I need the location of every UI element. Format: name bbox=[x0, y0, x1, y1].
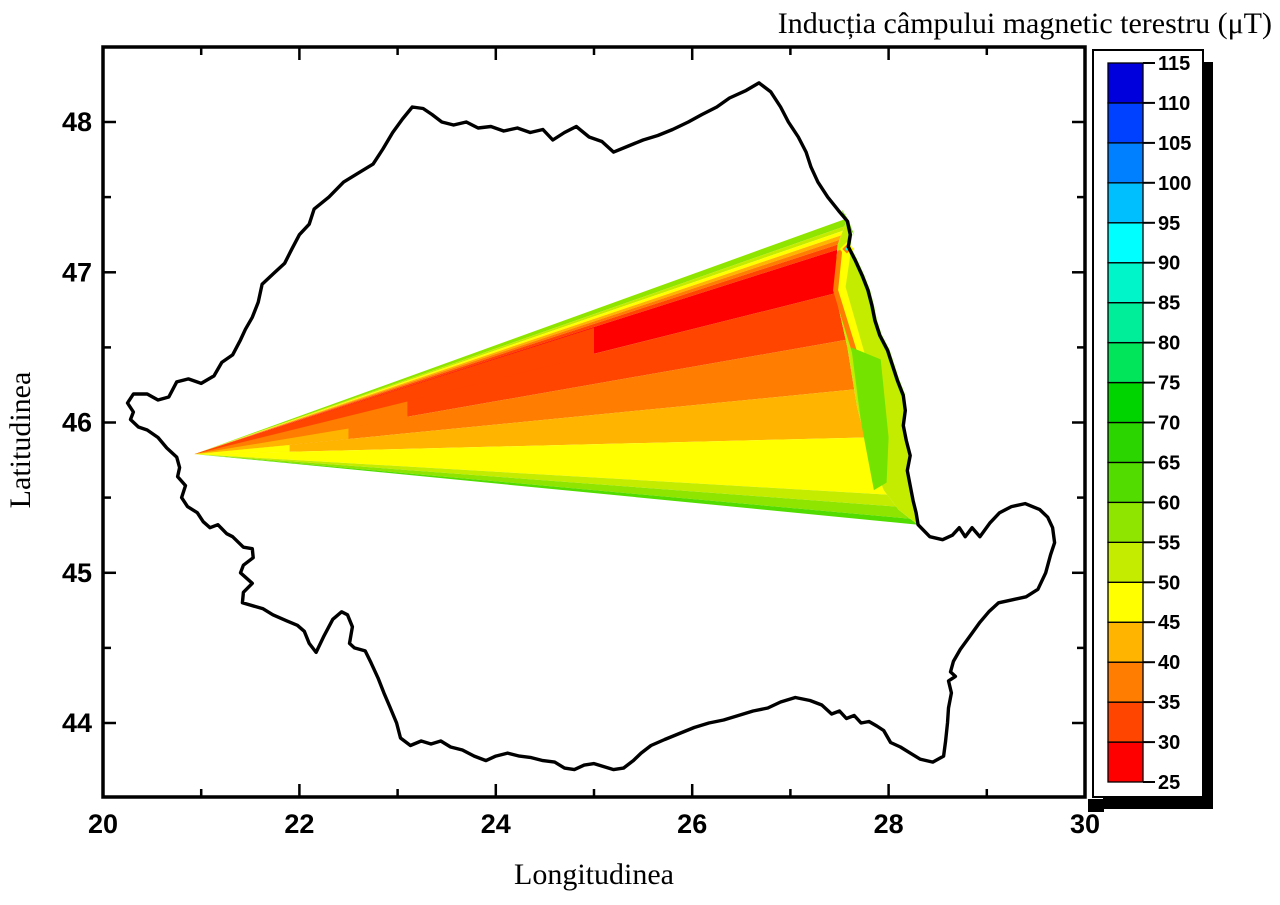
colorbar-tick-label: 90 bbox=[1158, 253, 1180, 275]
colorbar-segment-80-85 bbox=[1107, 302, 1144, 344]
contour-band-35-40 bbox=[194, 239, 840, 455]
contour-band-40-45 bbox=[194, 235, 842, 455]
x-tick-label: 22 bbox=[284, 809, 314, 839]
colorbar-segment-60-65 bbox=[1107, 461, 1144, 504]
contour-band-tip-1 bbox=[194, 401, 408, 455]
axes-layer: 20 22 24 26 28 30 44 45 46 47 48 bbox=[62, 45, 1100, 839]
contour-green-wedge bbox=[851, 347, 889, 491]
x-axis-title: Longitudinea bbox=[514, 858, 674, 891]
colorbar-segment-110-115 bbox=[1107, 62, 1144, 104]
contour-band-tip-0 bbox=[194, 327, 595, 455]
colorbar-tick-label: 55 bbox=[1158, 532, 1180, 554]
colorbar-segment-75-80 bbox=[1107, 341, 1144, 384]
contour-band-40-45 bbox=[194, 389, 866, 455]
colorbar-tick-label: 80 bbox=[1158, 333, 1180, 355]
contour-band-tip-2 bbox=[194, 428, 349, 455]
colorbar-tick-label: 75 bbox=[1158, 373, 1180, 395]
x-tick-label: 30 bbox=[1070, 809, 1100, 839]
colorbar-segment-85-90 bbox=[1107, 262, 1144, 304]
contour-band-60-65 bbox=[194, 454, 919, 525]
colorbar-tick-label: 105 bbox=[1158, 133, 1191, 155]
contour-band-45-50 bbox=[194, 437, 888, 495]
colorbar-tick-label: 50 bbox=[1158, 572, 1180, 594]
colorbar-segment-65-70 bbox=[1107, 421, 1144, 464]
colorbar-segment-40-45 bbox=[1107, 621, 1144, 663]
colorbar-segment-50-55 bbox=[1107, 541, 1144, 583]
contour-band-30-35 bbox=[194, 293, 846, 455]
colorbar-tick-label: 25 bbox=[1158, 772, 1180, 794]
contour-band-55-60 bbox=[194, 218, 848, 455]
contour-layer bbox=[194, 209, 919, 525]
x-tick-label: 26 bbox=[677, 809, 707, 839]
x-tick-label: 20 bbox=[88, 809, 118, 839]
y-tick-label: 47 bbox=[62, 257, 92, 287]
contour-band-55-60 bbox=[194, 454, 911, 519]
colorbar-segment-45-50 bbox=[1107, 581, 1144, 623]
colorbar-segment-30-35 bbox=[1107, 701, 1144, 743]
y-axis-title: Latitudinea bbox=[4, 372, 37, 509]
colorbar-tick-label: 65 bbox=[1158, 452, 1180, 474]
romania-border-outline bbox=[125, 81, 1057, 772]
contour-band-50-55 bbox=[194, 226, 845, 455]
y-tick-label: 48 bbox=[62, 107, 92, 137]
colorbar: 25 30 35 40 45 50 55 60 65 70 75 80 85 90 95 100 105 110 1… bbox=[1088, 49, 1213, 812]
colorbar-segment-100-105 bbox=[1107, 142, 1144, 184]
colorbar-tick-label: 30 bbox=[1158, 732, 1180, 754]
map-border-layer bbox=[125, 81, 1057, 772]
colorbar-tick-label: 45 bbox=[1158, 612, 1180, 634]
colorbar-segment-95-100 bbox=[1107, 182, 1144, 224]
colorbar-tick-label: 100 bbox=[1158, 173, 1191, 195]
colorbar-segment-35-40 bbox=[1107, 661, 1144, 703]
contour-band-45-50 bbox=[194, 230, 843, 455]
x-tick-label: 28 bbox=[874, 809, 904, 839]
colorbar-segment-25-30 bbox=[1107, 741, 1144, 783]
colorbar-segment-90-95 bbox=[1107, 222, 1144, 264]
colorbar-segment-105-110 bbox=[1107, 102, 1144, 144]
y-tick-label: 45 bbox=[62, 558, 92, 588]
colorbar-tick-label: 70 bbox=[1158, 413, 1180, 435]
contour-band-tip-3 bbox=[194, 445, 290, 455]
colorbar-tick-label: 95 bbox=[1158, 213, 1180, 235]
x-tick-label: 24 bbox=[481, 809, 511, 839]
colorbar-tick-label: 40 bbox=[1158, 652, 1180, 674]
colorbar-tick-label: 110 bbox=[1158, 93, 1190, 115]
contour-band-25-30 bbox=[194, 249, 838, 455]
chart-title: Inducția câmpului magnetic terestru (μT) bbox=[778, 7, 1272, 40]
y-tick-label: 46 bbox=[62, 408, 92, 438]
colorbar-tick-label: 115 bbox=[1158, 53, 1190, 75]
colorbar-segment-70-75 bbox=[1107, 381, 1144, 424]
y-tick-label: 44 bbox=[62, 708, 92, 738]
colorbar-tick-label: 35 bbox=[1158, 692, 1180, 714]
colorbar-tick-label: 85 bbox=[1158, 293, 1180, 315]
plot-frame-shadow bbox=[1088, 799, 1104, 812]
colorbar-tick-label: 60 bbox=[1158, 492, 1180, 514]
contour-band-30-35 bbox=[194, 244, 838, 455]
colorbar-segment-55-60 bbox=[1107, 501, 1144, 543]
